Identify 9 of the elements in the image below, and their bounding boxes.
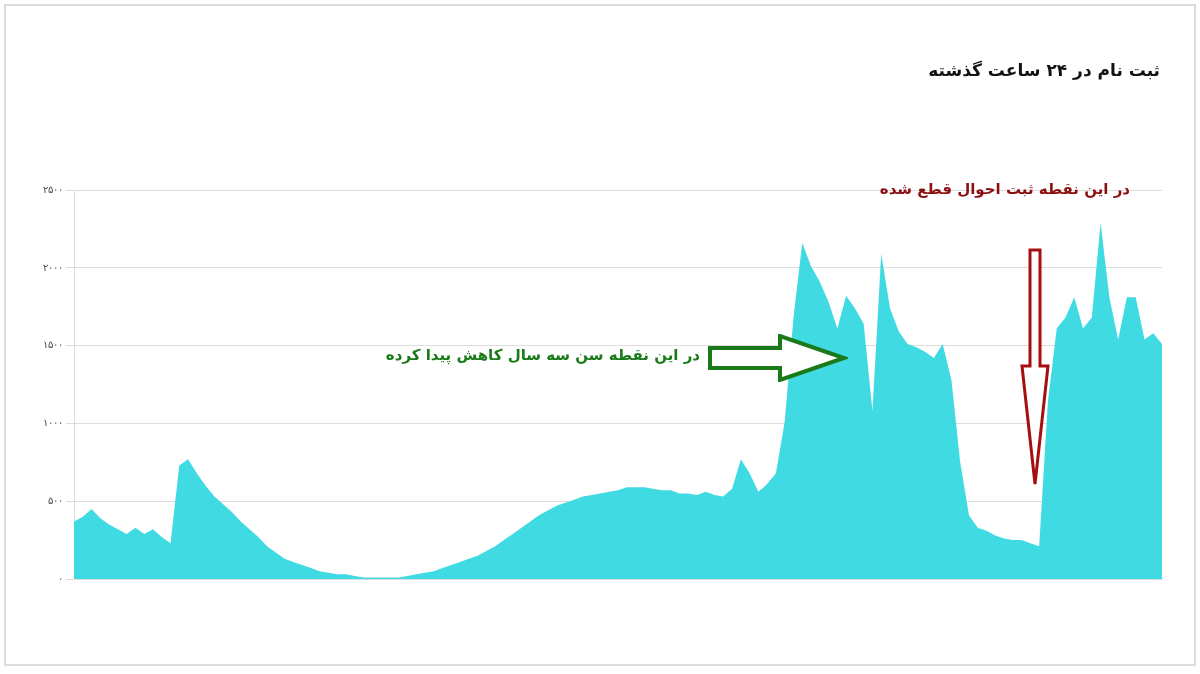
y-tick-label: ۲۵۰۰ xyxy=(43,183,63,195)
y-tick-label: ۱۵۰۰ xyxy=(43,339,63,351)
chart-title: ثبت نام در ۲۴ ساعت گذشته xyxy=(928,60,1160,81)
annotation: در این نقطه سن سه سال کاهش پیدا کرده xyxy=(385,345,701,365)
annotation: در این نقطه ثبت احوال قطع شده xyxy=(879,179,1131,198)
y-tick-label: ۰ xyxy=(58,572,63,584)
y-tick-label: ۵۰۰ xyxy=(48,494,63,506)
y-tick-label: ۱۰۰۰ xyxy=(43,417,63,429)
y-tick-label: ۲۰۰۰ xyxy=(43,261,63,273)
